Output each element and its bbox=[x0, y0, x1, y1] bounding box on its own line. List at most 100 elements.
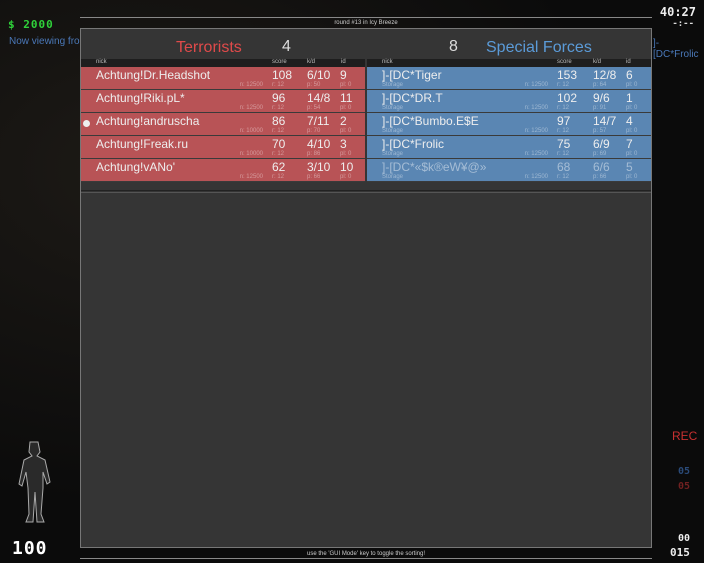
player-score: 153 bbox=[557, 68, 578, 82]
player-loss: pl: 0 bbox=[626, 174, 638, 180]
player-kd: 6/6 bbox=[593, 160, 610, 174]
player-loss: pl: 0 bbox=[340, 128, 352, 134]
col-id[interactable]: id bbox=[341, 59, 346, 65]
player-n: n: 10000 bbox=[239, 128, 263, 134]
player-rate: r: 12 bbox=[557, 174, 570, 180]
player-id: 5 bbox=[626, 160, 633, 174]
player-kd: 6/10 bbox=[307, 68, 331, 82]
special-forces-table: ]-[DC*Tiger 153 12/8 6 Storage n: 12500 r: 12 p… bbox=[367, 67, 651, 182]
spectator-text: Now viewing fro bbox=[9, 36, 80, 47]
col-kd[interactable]: k/d bbox=[593, 59, 602, 65]
rec-indicator: REC bbox=[672, 429, 698, 443]
terrorists-team-score: 4 bbox=[282, 38, 291, 55]
player-score: 96 bbox=[272, 91, 286, 105]
player-row[interactable]: Achtung!andruscha 86 7/11 2 n: 10000 r: 12 p: … bbox=[81, 113, 365, 136]
ct-alive-count: 05 bbox=[678, 466, 691, 477]
player-n: n: 12500 bbox=[524, 82, 548, 88]
timer-sub: -:-- bbox=[672, 19, 694, 29]
player-silhouette-icon bbox=[18, 441, 51, 523]
col-nick[interactable]: nick bbox=[382, 59, 393, 65]
player-row[interactable]: Achtung!Freak.ru 70 4/10 3 n: 10000 r: 12 p: 8… bbox=[81, 136, 365, 159]
player-score: 70 bbox=[272, 137, 286, 151]
col-score[interactable]: score bbox=[557, 59, 572, 65]
player-n: n: 12500 bbox=[524, 151, 548, 157]
player-rate: r: 12 bbox=[557, 105, 570, 111]
player-ping: p: 86 bbox=[307, 151, 321, 157]
t-alive-count: 05 bbox=[678, 481, 691, 492]
player-rate: r: 12 bbox=[272, 128, 285, 134]
player-ping: p: 57 bbox=[593, 128, 607, 134]
player-id: 4 bbox=[626, 114, 633, 128]
sf-column-headers: nick score k/d id bbox=[367, 59, 651, 67]
player-loss: pl: 0 bbox=[626, 128, 638, 134]
player-row[interactable]: Achtung!vANo' 62 3/10 10 n: 12500 r: 12 p: 66 p… bbox=[81, 159, 365, 182]
player-nick: Achtung!andruscha bbox=[96, 114, 200, 128]
player-loss: pl: 0 bbox=[340, 151, 352, 157]
player-row[interactable]: ]-[DC*DR.T 102 9/6 1 Storage n: 12500 r: 12 p: … bbox=[367, 90, 651, 113]
player-n: n: 12500 bbox=[239, 105, 263, 111]
player-row[interactable]: ]-[DC*Tiger 153 12/8 6 Storage n: 12500 r: 12 p… bbox=[367, 67, 651, 90]
player-ping: p: 50 bbox=[307, 82, 321, 88]
player-score: 108 bbox=[272, 68, 293, 82]
player-score: 86 bbox=[272, 114, 286, 128]
player-nick: Achtung!Riki.pL* bbox=[96, 91, 185, 105]
col-nick[interactable]: nick bbox=[96, 59, 107, 65]
ammo-clip: 00 bbox=[678, 533, 691, 544]
player-n: n: 12500 bbox=[524, 105, 548, 111]
terrorists-team-name: Terrorists bbox=[176, 39, 242, 56]
player-nick: ]-[DC*Tiger bbox=[382, 68, 442, 82]
player-kd: 6/9 bbox=[593, 137, 610, 151]
player-ping: p: 70 bbox=[307, 128, 321, 134]
sf-team-score: 8 bbox=[449, 38, 458, 55]
player-loss: pl: 0 bbox=[340, 174, 352, 180]
t-column-headers: nick score k/d id bbox=[81, 59, 365, 67]
player-kd: 9/6 bbox=[593, 91, 610, 105]
col-id[interactable]: id bbox=[626, 59, 631, 65]
player-id: 1 bbox=[626, 91, 633, 105]
col-score[interactable]: score bbox=[272, 59, 287, 65]
player-loss: pl: 0 bbox=[340, 82, 352, 88]
player-id: 9 bbox=[340, 68, 347, 82]
player-n: n: 12500 bbox=[239, 174, 263, 180]
round-timer: 40:27 bbox=[659, 5, 696, 19]
player-score: 97 bbox=[557, 114, 571, 128]
player-id: 7 bbox=[626, 137, 633, 151]
health-display: 100 bbox=[12, 538, 48, 559]
player-score: 68 bbox=[557, 160, 571, 174]
player-row[interactable]: ]-[DC*Frolic 75 6/9 7 Storage n: 12500 r: 12 p:… bbox=[367, 136, 651, 159]
player-nick: ]-[DC*Frolic bbox=[382, 137, 444, 151]
player-location: Storage bbox=[382, 151, 404, 157]
col-kd[interactable]: k/d bbox=[307, 59, 316, 65]
player-nick: ]-[DC*DR.T bbox=[382, 91, 443, 105]
player-row[interactable]: Achtung!Dr.Headshot 108 6/10 9 n: 12500 r: 12… bbox=[81, 67, 365, 90]
player-score: 62 bbox=[272, 160, 286, 174]
player-id: 3 bbox=[340, 137, 347, 151]
player-nick: ]-[DC*«$k®eW¥@» bbox=[382, 160, 487, 174]
player-ping: p: 91 bbox=[593, 105, 607, 111]
player-nick: Achtung!Freak.ru bbox=[96, 137, 189, 151]
player-rate: r: 12 bbox=[557, 82, 570, 88]
ammo-reserve: 015 bbox=[670, 546, 690, 559]
player-rate: r: 12 bbox=[272, 82, 285, 88]
player-ping: p: 54 bbox=[307, 105, 321, 111]
player-n: n: 12500 bbox=[524, 174, 548, 180]
player-kd: 12/8 bbox=[593, 68, 617, 82]
player-loss: pl: 0 bbox=[340, 105, 352, 111]
player-n: n: 12500 bbox=[239, 82, 263, 88]
player-rate: r: 12 bbox=[272, 174, 285, 180]
player-id: 10 bbox=[340, 160, 354, 174]
player-row[interactable]: Achtung!Riki.pL* 96 14/8 11 n: 12500 r: 12 p: … bbox=[81, 90, 365, 113]
player-row[interactable]: ]-[DC*«$k®eW¥@» 68 6/6 5 Storage n: 12500 r: 1… bbox=[367, 159, 651, 182]
player-ping: p: 64 bbox=[593, 82, 607, 88]
player-nick: Achtung!Dr.Headshot bbox=[96, 68, 211, 82]
player-rate: r: 12 bbox=[557, 151, 570, 157]
player-location: Storage bbox=[382, 82, 404, 88]
player-location: Storage bbox=[382, 174, 404, 180]
player-kd: 4/10 bbox=[307, 137, 331, 151]
spectated-player: ]-[DC*Frolic bbox=[653, 38, 699, 60]
player-kd: 7/11 bbox=[307, 114, 330, 128]
player-row[interactable]: ]-[DC*Bumbo.E$E 97 14/7 4 Storage n: 12500 r: … bbox=[367, 113, 651, 136]
round-info-bar: round #13 in Icy Breeze bbox=[80, 17, 652, 28]
player-kd: 14/7 bbox=[593, 114, 617, 128]
player-score: 102 bbox=[557, 91, 578, 105]
